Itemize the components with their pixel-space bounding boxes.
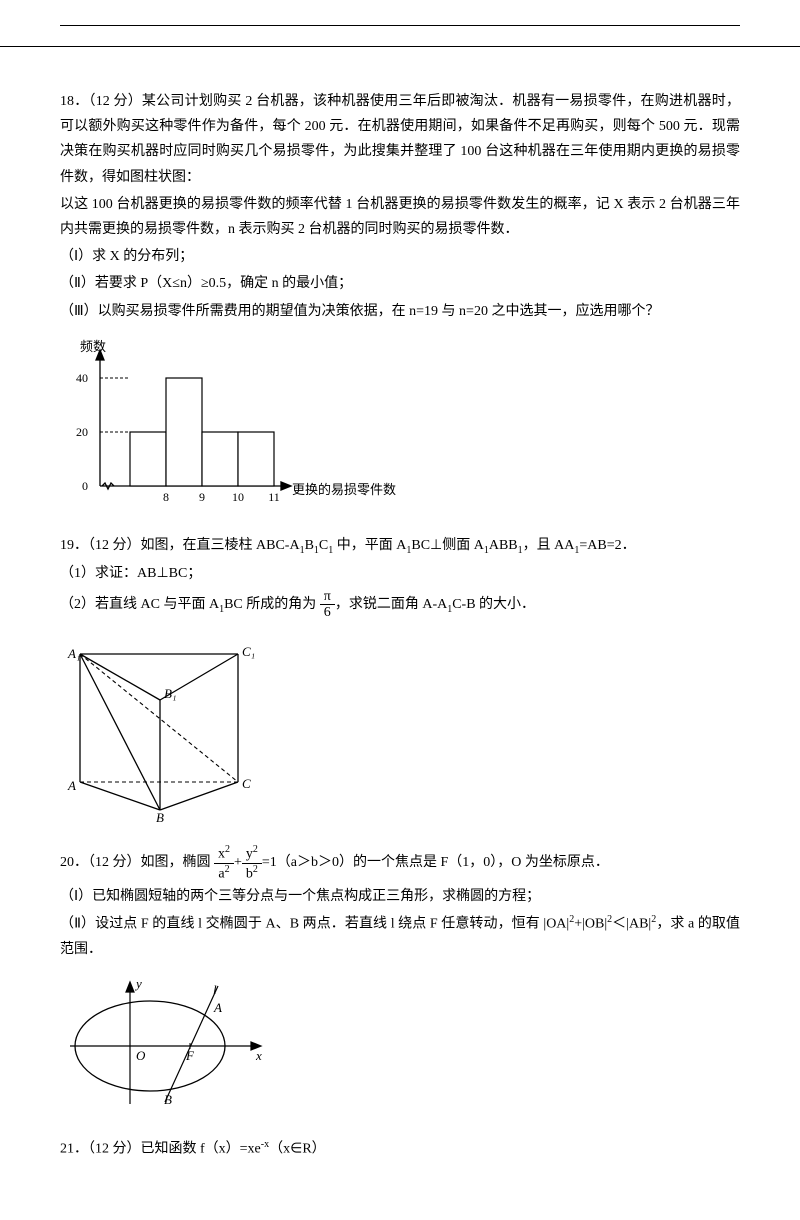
svg-text:l: l bbox=[213, 982, 217, 997]
p20-q2: （Ⅱ）设过点 F 的直线 l 交椭圆于 A、B 两点．若直线 l 绕点 F 任意… bbox=[60, 911, 740, 962]
svg-text:9: 9 bbox=[199, 490, 205, 504]
p18-q3: （Ⅲ）以购买易损零件所需费用的期望值为决策依据，在 n=19 与 n=20 之中… bbox=[60, 299, 740, 324]
x-ticks: 8 9 10 11 bbox=[163, 490, 280, 504]
frac-pi-6: π 6 bbox=[320, 589, 335, 621]
svg-text:B₁: B₁ bbox=[164, 686, 176, 701]
p21-header: 21．（12 分）已知函数 f（x）=xe-x（x∈R） bbox=[60, 1136, 740, 1162]
svg-text:A: A bbox=[67, 778, 76, 793]
xlabel: 更换的易损零件数 bbox=[292, 482, 396, 497]
p19-header: 19．（12 分）如图，在直三棱柱 ABC-A1B1C1 中，平面 A1BC⊥侧… bbox=[60, 533, 740, 560]
frac-x2-a2: x2 a2 bbox=[214, 844, 234, 881]
p18-q1: （Ⅰ）求 X 的分布列； bbox=[60, 244, 740, 269]
page-header-rule bbox=[60, 25, 740, 26]
p20-q1: （Ⅰ）已知椭圆短轴的两个三等分点与一个焦点构成正三角形，求椭圆的方程； bbox=[60, 884, 740, 909]
p19-q1: （1）求证：AB⊥BC； bbox=[60, 561, 740, 586]
svg-text:B: B bbox=[156, 810, 164, 822]
prism-hidden bbox=[80, 654, 238, 782]
p19-prism-diagram: A₁ B₁ C₁ A B C bbox=[60, 632, 740, 822]
problem-18: 18．（12 分）某公司计划购买 2 台机器，该种机器使用三年后即被淘汰．机器有… bbox=[60, 89, 740, 511]
p20-ellipse-diagram: y x O F A B l bbox=[60, 974, 740, 1114]
y-ticks: 0 20 40 bbox=[76, 371, 88, 493]
bars bbox=[130, 378, 274, 486]
svg-text:10: 10 bbox=[232, 490, 244, 504]
svg-text:C₁: C₁ bbox=[242, 644, 255, 659]
problem-21: 21．（12 分）已知函数 f（x）=xe-x（x∈R） bbox=[60, 1136, 740, 1162]
y-grid bbox=[100, 378, 130, 432]
svg-text:y: y bbox=[134, 976, 142, 991]
prism-edges bbox=[80, 654, 238, 810]
problem-19: 19．（12 分）如图，在直三棱柱 ABC-A1B1C1 中，平面 A1BC⊥侧… bbox=[60, 533, 740, 823]
axes bbox=[70, 982, 261, 1104]
svg-text:F: F bbox=[185, 1048, 195, 1063]
p18-text-2: 以这 100 台机器更换的易损零件数的频率代替 1 台机器更换的易损零件数发生的… bbox=[60, 192, 740, 242]
svg-text:40: 40 bbox=[76, 371, 88, 385]
svg-text:B: B bbox=[164, 1092, 172, 1107]
svg-text:11: 11 bbox=[268, 490, 280, 504]
prism-labels: A₁ B₁ C₁ A B C bbox=[67, 644, 255, 822]
problem-20: 20．（12 分）如图，椭圆 x2 a2 + y2 b2 =1（a＞b＞0）的一… bbox=[60, 844, 740, 1113]
p18-text-1: 18．（12 分）某公司计划购买 2 台机器，该种机器使用三年后即被淘汰．机器有… bbox=[60, 89, 740, 190]
svg-text:x: x bbox=[255, 1048, 262, 1063]
page-content: 18．（12 分）某公司计划购买 2 台机器，该种机器使用三年后即被淘汰．机器有… bbox=[0, 46, 800, 1220]
svg-text:C: C bbox=[242, 776, 251, 791]
svg-text:0: 0 bbox=[82, 479, 88, 493]
svg-text:8: 8 bbox=[163, 490, 169, 504]
svg-text:A₁: A₁ bbox=[67, 646, 80, 661]
p19-q2: （2）若直线 AC 与平面 A1BC 所成的角为 π 6 ，求锐二面角 A-A1… bbox=[60, 589, 740, 621]
p18-bar-chart: 频数 0 20 40 bbox=[60, 336, 740, 511]
p18-q2: （Ⅱ）若要求 P（X≤n）≥0.5，确定 n 的最小值； bbox=[60, 271, 740, 296]
p20-header: 20．（12 分）如图，椭圆 x2 a2 + y2 b2 =1（a＞b＞0）的一… bbox=[60, 844, 740, 881]
svg-text:A: A bbox=[213, 1000, 222, 1015]
svg-text:20: 20 bbox=[76, 425, 88, 439]
ellipse-labels: y x O F A B l bbox=[134, 976, 262, 1107]
frac-y2-b2: y2 b2 bbox=[242, 844, 262, 881]
ylabel: 频数 bbox=[80, 339, 106, 354]
svg-text:O: O bbox=[136, 1048, 146, 1063]
